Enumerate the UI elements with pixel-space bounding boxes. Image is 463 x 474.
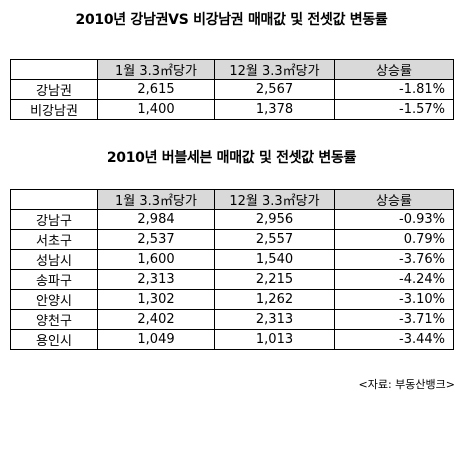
change-rate: -3.10% <box>334 289 454 310</box>
dec-price: 1,013 <box>214 329 335 350</box>
dec-price: 2,557 <box>214 229 335 250</box>
jan-price: 1,302 <box>97 289 215 310</box>
change-rate: -3.76% <box>334 249 454 270</box>
dec-price: 1,378 <box>214 99 335 120</box>
jan-price: 2,402 <box>97 309 215 330</box>
table-row: 강남구 2,984 2,956 -0.93% <box>10 209 454 230</box>
region-label: 안양시 <box>10 289 98 310</box>
bubble-seven-table: 1월 3.3㎡당가 12월 3.3㎡당가 상승률 강남구 2,984 2,956… <box>10 189 454 350</box>
table-row: 송파구 2,313 2,215 -4.24% <box>10 269 454 290</box>
change-rate: -3.44% <box>334 329 454 350</box>
region-label: 용인시 <box>10 329 98 350</box>
table-row: 비강남권 1,400 1,378 -1.57% <box>10 99 454 120</box>
table-row: 성남시 1,600 1,540 -3.76% <box>10 249 454 270</box>
table2-header-corner <box>10 189 98 210</box>
region-label: 서초구 <box>10 229 98 250</box>
table2-header-row: 1월 3.3㎡당가 12월 3.3㎡당가 상승률 <box>10 189 454 210</box>
dec-price: 2,215 <box>214 269 335 290</box>
jan-price: 1,049 <box>97 329 215 350</box>
dec-price: 1,262 <box>214 289 335 310</box>
table-row: 강남권 2,615 2,567 -1.81% <box>10 79 454 100</box>
change-rate: 0.79% <box>334 229 454 250</box>
region-label: 강남구 <box>10 209 98 230</box>
dec-price: 2,567 <box>214 79 335 100</box>
change-rate: -1.81% <box>334 79 454 100</box>
table2-title: 2010년 버블세븐 매매값 및 전셋값 변동률 <box>106 150 357 166</box>
table1-header-corner <box>10 59 98 80</box>
gangnam-vs-non-gangnam-table: 1월 3.3㎡당가 12월 3.3㎡당가 상승률 강남권 2,615 2,567… <box>10 59 454 120</box>
table1-header-change: 상승률 <box>334 59 454 80</box>
dec-price: 2,313 <box>214 309 335 330</box>
table1-header-jan: 1월 3.3㎡당가 <box>97 59 215 80</box>
table-row: 서초구 2,537 2,557 0.79% <box>10 229 454 250</box>
dec-price: 2,956 <box>214 209 335 230</box>
table-row: 양천구 2,402 2,313 -3.71% <box>10 309 454 330</box>
jan-price: 2,615 <box>97 79 215 100</box>
table-row: 용인시 1,049 1,013 -3.44% <box>10 329 454 350</box>
table2-header-change: 상승률 <box>334 189 454 210</box>
change-rate: -1.57% <box>334 99 454 120</box>
region-label: 양천구 <box>10 309 98 330</box>
region-label: 강남권 <box>10 79 98 100</box>
region-label: 비강남권 <box>10 99 98 120</box>
source-note: <자료: 부동산뱅크> <box>358 378 455 391</box>
change-rate: -0.93% <box>334 209 454 230</box>
table1-header-row: 1월 3.3㎡당가 12월 3.3㎡당가 상승률 <box>10 59 454 80</box>
dec-price: 1,540 <box>214 249 335 270</box>
change-rate: -3.71% <box>334 309 454 330</box>
change-rate: -4.24% <box>334 269 454 290</box>
region-label: 성남시 <box>10 249 98 270</box>
table2-header-jan: 1월 3.3㎡당가 <box>97 189 215 210</box>
table1-header-dec: 12월 3.3㎡당가 <box>214 59 335 80</box>
region-label: 송파구 <box>10 269 98 290</box>
jan-price: 2,537 <box>97 229 215 250</box>
table-row: 안양시 1,302 1,262 -3.10% <box>10 289 454 310</box>
table2-header-dec: 12월 3.3㎡당가 <box>214 189 335 210</box>
jan-price: 1,600 <box>97 249 215 270</box>
jan-price: 1,400 <box>97 99 215 120</box>
jan-price: 2,984 <box>97 209 215 230</box>
jan-price: 2,313 <box>97 269 215 290</box>
table1-title: 2010년 강남권VS 비강남권 매매값 및 전셋값 변동률 <box>75 12 388 28</box>
